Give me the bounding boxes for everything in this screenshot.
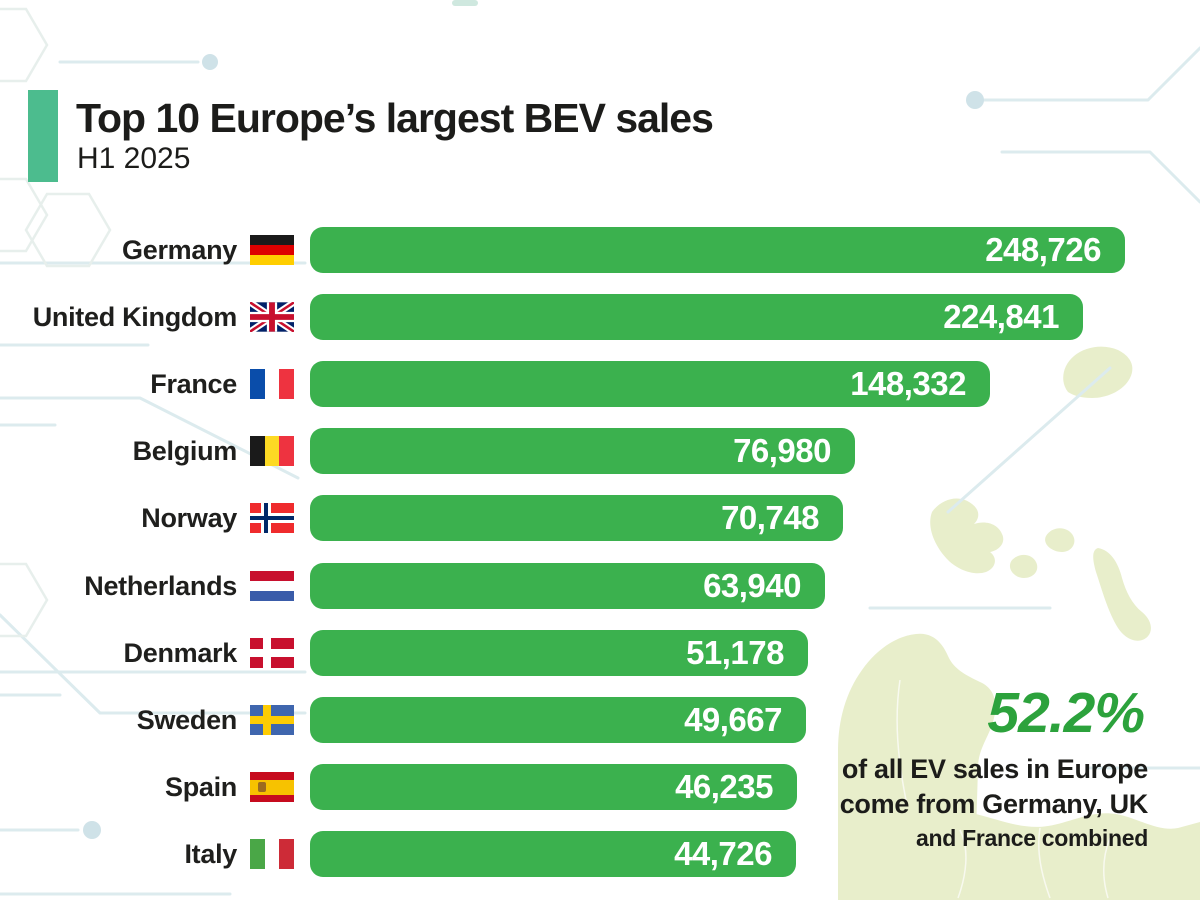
bar-value-label: 70,748 — [721, 499, 819, 536]
country-label: Germany — [122, 235, 237, 265]
chart-row: France 148,332 — [0, 361, 1200, 407]
chart-row: Norway 70,748 — [0, 495, 1200, 541]
chart-row: Spain 46,235 — [0, 764, 1200, 810]
summary-annotation: 52.2% of all EV sales in Europe come fro… — [668, 681, 1149, 854]
country-label: Netherlands — [84, 571, 237, 601]
country-label: Spain — [164, 772, 237, 802]
denmark-flag-icon — [250, 638, 294, 668]
chart-row: Denmark 51,178 — [0, 630, 1200, 676]
italy-flag-icon — [250, 839, 294, 869]
chart-row: Italy 44,726 — [0, 831, 1200, 877]
summary-percent: 52.2% — [987, 681, 1145, 745]
bar: 44,726 — [310, 831, 796, 877]
united-kingdom-flag-icon — [250, 302, 294, 332]
europe-map-silhouette — [838, 346, 1200, 900]
country-label: Sweden — [136, 705, 238, 735]
germany-flag-icon — [250, 235, 294, 265]
country-label: Denmark — [123, 638, 238, 668]
chart-title: Top 10 Europe’s largest BEV sales — [76, 95, 714, 141]
chart-row: United Kingdom 224,841 — [0, 294, 1200, 340]
circuit-nodes — [83, 0, 984, 839]
chart-row: Sweden 49,667 — [0, 697, 1200, 743]
bar: 70,748 — [310, 495, 843, 541]
summary-line-3: and France combined — [915, 825, 1148, 852]
country-label: France — [150, 369, 237, 399]
netherlands-flag-icon — [250, 571, 294, 601]
bar: 224,841 — [310, 294, 1083, 340]
title-accent-bar — [28, 90, 58, 182]
hexagon-mesh — [0, 7, 112, 638]
bar: 63,940 — [310, 563, 825, 609]
circuit-traces — [0, 46, 1200, 896]
bar-value-label: 51,178 — [686, 634, 784, 671]
map-country-borders — [896, 679, 1111, 899]
bar-value-label: 63,940 — [703, 567, 801, 604]
bar-value-label: 224,841 — [943, 298, 1059, 335]
bar: 76,980 — [310, 428, 855, 474]
bar: 49,667 — [310, 697, 806, 743]
country-label: Belgium — [132, 436, 238, 466]
country-label: United Kingdom — [32, 302, 238, 332]
summary-line-2: come from Germany, UK — [839, 789, 1149, 820]
france-flag-icon — [250, 369, 294, 399]
summary-text: of all EV sales in Europe come from Germ… — [668, 752, 1149, 854]
bar: 46,235 — [310, 764, 797, 810]
spain-flag-icon — [250, 772, 294, 802]
belgium-flag-icon — [250, 436, 294, 466]
chart-row: Belgium 76,980 — [0, 428, 1200, 474]
country-label: Italy — [184, 839, 237, 869]
bar: 248,726 — [310, 227, 1125, 273]
chart-row: Netherlands 63,940 — [0, 563, 1200, 609]
bar: 148,332 — [310, 361, 990, 407]
chart-subtitle: H1 2025 — [77, 142, 191, 175]
bar: 51,178 — [310, 630, 808, 676]
norway-flag-icon — [250, 503, 294, 533]
bar-value-label: 49,667 — [684, 701, 782, 738]
bar-value-label: 46,235 — [675, 768, 773, 805]
bar-value-label: 44,726 — [674, 835, 772, 872]
bar-value-label: 148,332 — [850, 365, 966, 402]
chart-row: Germany 248,726 — [0, 227, 1200, 273]
bar-value-label: 76,980 — [733, 432, 831, 469]
sweden-flag-icon — [250, 705, 294, 735]
summary-line-1: of all EV sales in Europe — [841, 753, 1148, 784]
bar-value-label: 248,726 — [985, 231, 1101, 268]
country-label: Norway — [141, 503, 237, 533]
